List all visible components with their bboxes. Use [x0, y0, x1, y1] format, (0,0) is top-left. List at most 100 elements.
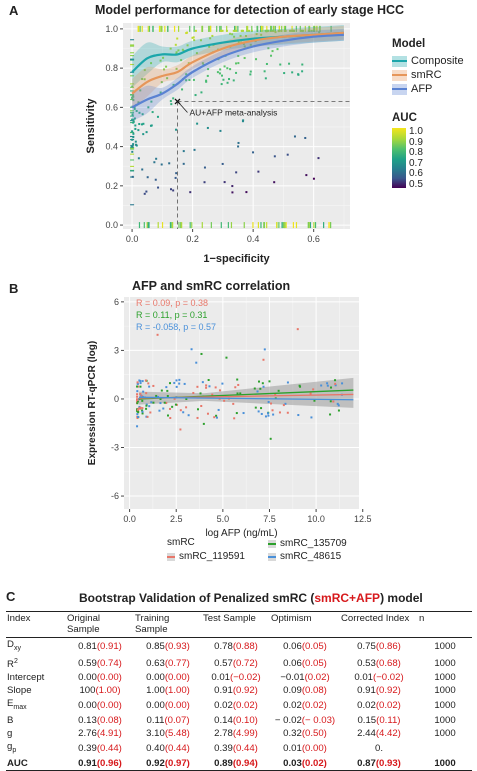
- cell-train: 1.00(1.00): [146, 685, 190, 697]
- model-point: [248, 29, 251, 32]
- model-point: [290, 29, 293, 32]
- data-point-smrc_119591: [147, 382, 150, 385]
- model-point: [288, 62, 291, 65]
- data-point-smrc_119591: [262, 358, 265, 361]
- model-point: [131, 144, 134, 147]
- col-training: Training Sample: [134, 611, 202, 638]
- model-point: [267, 47, 270, 50]
- data-point-smrc_48615: [145, 403, 148, 406]
- model-point: [180, 59, 183, 62]
- data-point-smrc_135709: [174, 403, 177, 406]
- data-point-smrc_48615: [195, 361, 198, 364]
- x-tick-label: 0.2: [186, 234, 199, 244]
- data-point-smrc_119591: [309, 392, 312, 395]
- model-point: [233, 35, 236, 38]
- x-axis-label: log AFP (ng/mL): [205, 528, 277, 539]
- model-point: [131, 175, 134, 178]
- data-point-smrc_48615: [263, 348, 266, 351]
- model-point: [172, 97, 175, 100]
- model-point: [192, 78, 195, 81]
- y-tick-label: 6: [114, 297, 119, 307]
- model-point: [271, 50, 274, 53]
- model-point: [141, 113, 144, 116]
- model-point: [284, 29, 287, 32]
- legend-label: Composite: [411, 55, 464, 67]
- model-point: [237, 54, 240, 57]
- data-point-smrc_135709: [196, 408, 199, 411]
- data-point-smrc_135709: [261, 382, 264, 385]
- model-point: [159, 91, 162, 94]
- panel-c-letter: C: [6, 589, 16, 604]
- data-point-smrc_135709: [268, 380, 271, 383]
- data-point-smrc_135709: [185, 397, 188, 400]
- model-point: [134, 127, 137, 130]
- data-point-smrc_135709: [171, 405, 174, 408]
- data-point-smrc_119591: [237, 383, 240, 386]
- auc-colorbar: [392, 128, 406, 188]
- roc-chart: AU+AFP meta-analysis 0.0 0.2 0.4 0.6 0.0 0.2 0.…: [85, 23, 350, 265]
- data-point-smrc_48615: [297, 414, 300, 417]
- data-point-smrc_135709: [313, 399, 316, 402]
- model-point: [293, 135, 296, 138]
- cell-n: 1000: [434, 672, 456, 684]
- model-point: [305, 174, 308, 177]
- x-tick-label: 0.4: [247, 234, 260, 244]
- cell-index: AUC: [6, 756, 66, 771]
- data-point-smrc_119591: [179, 409, 182, 412]
- data-point-smrc_48615: [136, 425, 139, 428]
- model-point: [219, 129, 222, 132]
- model-point: [169, 100, 172, 103]
- model-point: [138, 123, 141, 126]
- model-point: [135, 144, 138, 147]
- model-point: [169, 47, 172, 50]
- legend-item-smrc_119591: smRC_119591: [167, 551, 245, 562]
- cell-index: Slope: [7, 685, 32, 697]
- cell-test: 0.39(0.44): [214, 742, 258, 754]
- model-point: [160, 163, 163, 166]
- model-point: [218, 72, 221, 75]
- model-point: [165, 65, 168, 68]
- data-point-smrc_48615: [159, 402, 162, 405]
- model-point: [146, 176, 149, 179]
- model-point: [131, 145, 134, 148]
- model-point: [156, 115, 159, 118]
- model-point: [194, 29, 197, 32]
- model-point: [194, 94, 197, 97]
- legend-swatch: [268, 552, 276, 561]
- panel-a-letter: A: [9, 3, 19, 18]
- model-point: [185, 73, 188, 76]
- model-point: [220, 83, 223, 86]
- model-point: [304, 136, 307, 139]
- model-point: [226, 81, 229, 84]
- data-point-smrc_135709: [269, 437, 272, 440]
- annotation-marker: [174, 98, 181, 105]
- data-point-smrc_119591: [152, 384, 155, 387]
- model-point: [255, 58, 258, 61]
- model-point: [276, 48, 279, 51]
- legend-item-smrc_135709: smRC_135709: [268, 538, 347, 549]
- roc-curve-afp: [131, 33, 344, 109]
- panel-c-title-post: ) model: [380, 591, 423, 605]
- model-point: [185, 32, 188, 35]
- data-point-smrc_119591: [185, 406, 188, 409]
- data-point-smrc_119591: [140, 395, 143, 398]
- cell-train: 0.63(0.77): [146, 657, 190, 669]
- cell-index: B: [7, 715, 14, 726]
- cell-n: 1000: [434, 700, 456, 712]
- cell-corr: 2.44(4.42): [357, 728, 401, 739]
- data-point-smrc_119591: [136, 408, 139, 411]
- data-point-smrc_119591: [169, 417, 172, 420]
- model-point: [293, 29, 296, 32]
- data-point-smrc_135709: [260, 407, 263, 410]
- model-point: [301, 70, 304, 73]
- data-point-smrc_48615: [284, 402, 287, 405]
- cell-train: 0.00(0.00): [146, 700, 190, 712]
- data-point-smrc_48615: [334, 384, 337, 387]
- model-point: [139, 89, 142, 92]
- y-tick-label: -3: [111, 443, 119, 453]
- model-legend-title: Model: [392, 38, 426, 50]
- cell-orig: 0.00(0.00): [78, 672, 122, 684]
- model-point: [265, 29, 268, 32]
- data-point-smrc_119591: [145, 392, 148, 395]
- data-point-smrc_119591: [270, 402, 273, 405]
